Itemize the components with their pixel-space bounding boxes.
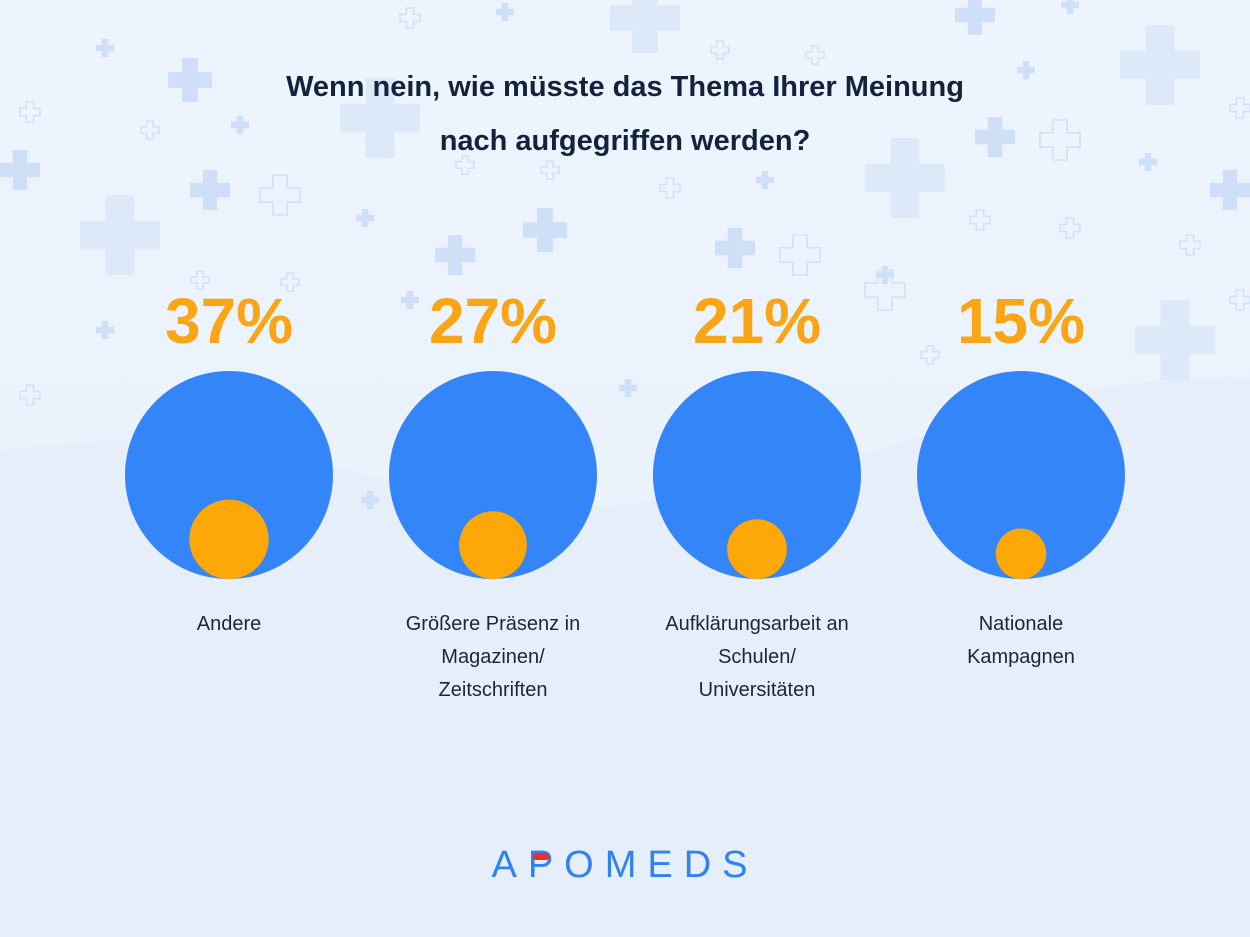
plus-shape-decoration — [96, 39, 115, 57]
value-label: 15% — [957, 285, 1085, 357]
total-circle — [389, 371, 597, 579]
plus-shape-decoration — [865, 138, 945, 219]
value-label: 27% — [429, 285, 557, 357]
plus-shape-decoration — [1059, 217, 1081, 239]
plus-shape-decoration — [523, 208, 568, 252]
plus-shape-decoration — [401, 291, 420, 310]
plus-shape-decoration — [0, 150, 41, 190]
category-label: Schulen/ — [718, 646, 796, 668]
plus-shape-decoration — [756, 171, 774, 189]
chart-title: Wenn nein, wie müsste das Thema Ihrer Me… — [225, 60, 1025, 168]
plus-shape-decoration — [1017, 61, 1035, 80]
chart-title-line-2: nach aufgegriffen werden? — [439, 125, 811, 157]
total-circle — [917, 371, 1125, 579]
logo-wordmark: APOMEDS — [491, 844, 759, 886]
category-label: Universitäten — [699, 679, 816, 701]
category-label: Kampagnen — [967, 646, 1075, 668]
plus-shape-decoration — [190, 170, 230, 210]
plus-shape-decoration — [1229, 97, 1250, 119]
value-circle — [727, 519, 787, 579]
plus-shape-decoration — [495, 3, 514, 21]
plus-shape-decoration — [79, 195, 160, 275]
category-label: Nationale — [979, 613, 1064, 635]
chart-title-line-1: Wenn nein, wie müsste das Thema Ihrer Me… — [286, 71, 964, 103]
plus-shape-decoration — [715, 228, 755, 268]
apomeds-logo: APOMEDS — [425, 840, 825, 890]
category-label: Andere — [197, 613, 262, 635]
category-label: Zeitschriften — [439, 679, 548, 701]
plus-shape-decoration — [19, 101, 41, 123]
plus-shape-decoration — [190, 270, 210, 290]
plus-shape-decoration — [1139, 153, 1157, 171]
chart-item: 27% Größere Präsenz in Magazinen/Zeitschri… — [389, 285, 597, 701]
value-circle — [459, 511, 527, 579]
category-label: Aufklärungsarbeit an — [665, 613, 848, 635]
total-circle — [653, 371, 861, 579]
chart-item: 15% Nationale Kampagnen — [917, 285, 1125, 668]
value-circle — [995, 528, 1047, 579]
plus-shape-decoration — [140, 120, 160, 140]
value-label: 21% — [693, 285, 821, 357]
total-circle — [125, 371, 333, 579]
chart-item: 21% Aufklärungsarbeit an Schulen/Universit… — [653, 285, 861, 701]
plus-shape-decoration — [864, 269, 906, 311]
plus-shape-decoration — [779, 234, 821, 276]
plus-shape-decoration — [920, 345, 940, 365]
plus-shape-decoration — [610, 0, 680, 53]
plus-shape-decoration — [1229, 289, 1250, 311]
plus-shape-decoration — [659, 177, 681, 199]
plus-shape-decoration — [619, 379, 637, 398]
plus-shape-decoration — [356, 209, 375, 227]
plus-shape-decoration — [975, 117, 1015, 157]
plus-shape-decoration — [969, 209, 991, 231]
value-label: 37% — [165, 285, 293, 357]
plus-shape-decoration — [19, 384, 41, 406]
plus-shape-decoration — [399, 7, 421, 29]
plus-shape-decoration — [540, 160, 560, 180]
plus-shape-decoration — [96, 321, 115, 340]
logo-accent-dash — [533, 853, 549, 860]
plus-shape-decoration — [1179, 234, 1201, 256]
plus-shape-decoration — [361, 491, 380, 510]
plus-shape-decoration — [168, 58, 212, 102]
plus-shape-decoration — [435, 235, 475, 275]
plus-shape-decoration — [1061, 0, 1079, 14]
plus-shape-decoration — [805, 45, 825, 65]
chart-item: 37% Andere — [125, 285, 333, 635]
plus-shape-decoration — [1210, 170, 1250, 210]
plus-shape-decoration — [710, 40, 730, 60]
plus-shape-decoration — [259, 174, 301, 216]
category-label: Magazinen/ — [441, 646, 545, 668]
plus-shape-decoration — [231, 116, 249, 134]
plus-shape-decoration — [1039, 119, 1081, 161]
plus-shape-decoration — [955, 0, 995, 35]
plus-shape-decoration — [455, 155, 475, 175]
plus-shape-decoration — [1135, 300, 1215, 380]
plus-shape-decoration — [340, 78, 420, 158]
plus-shape-decoration — [876, 266, 894, 285]
category-label: Größere Präsenz in — [406, 613, 581, 635]
plus-shape-decoration — [1120, 25, 1200, 105]
value-circle — [189, 499, 269, 579]
plus-shape-decoration — [280, 272, 300, 292]
